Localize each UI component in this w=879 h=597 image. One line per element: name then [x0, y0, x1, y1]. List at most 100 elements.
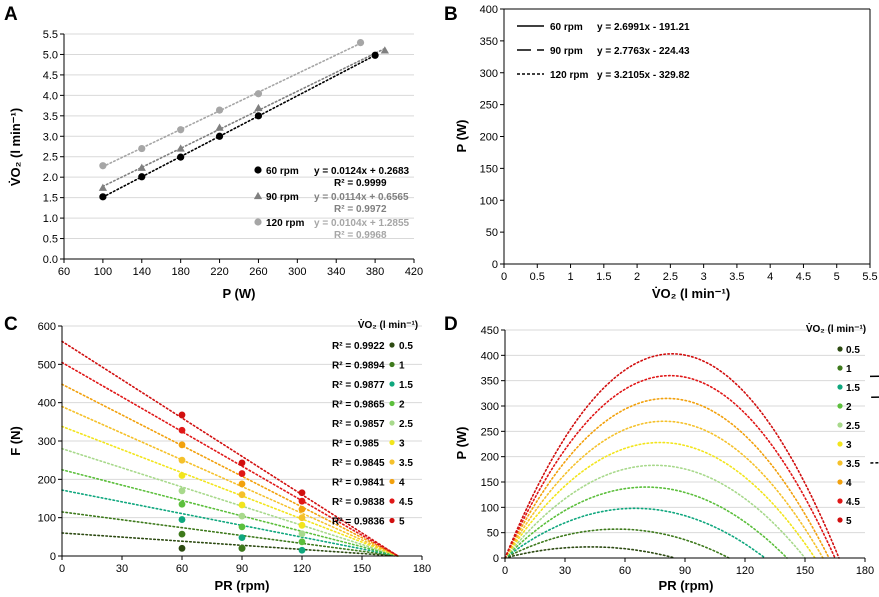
panel-b-y-axis-title: P (W) [454, 120, 469, 153]
data-point [177, 126, 185, 134]
legend-marker [389, 517, 395, 524]
y-tick-label: 0 [493, 553, 499, 565]
legend-marker [389, 381, 395, 387]
y-tick-label: 1.0 [43, 213, 58, 225]
data-point [176, 144, 185, 152]
x-tick-label: 120 [293, 563, 311, 575]
y-tick-label: 350 [481, 376, 499, 388]
legend-label: 2 [399, 400, 405, 411]
legend-r2: R² = 0.9968 [334, 230, 387, 241]
line-90-rpm [869, 396, 879, 399]
x-tick-label: 3.5 [729, 271, 744, 283]
legend-r2: R² = 0.9845 [332, 458, 385, 469]
trendline-60-rpm [102, 54, 376, 198]
legend-r2: R² = 0.9838 [332, 497, 385, 508]
x-tick-label: 2 [634, 271, 640, 283]
panel-b: 0 50 100 150 200 250 300 350 400 0 0.5 1 1.5 2 2.5 3 3.5… [454, 4, 879, 464]
data-point [178, 426, 186, 434]
y-tick-label: 2.0 [43, 172, 58, 184]
trendline-5 [61, 340, 399, 557]
legend-marker [837, 422, 843, 428]
legend-marker [837, 384, 843, 390]
y-tick-label: 50 [487, 528, 499, 540]
panel-b-x-axis-title: V̇O₂ (l min⁻¹) [652, 286, 730, 301]
y-tick-label: 150 [480, 163, 498, 175]
data-point [178, 456, 186, 464]
curve-0.5 [504, 546, 676, 559]
y-tick-label: 300 [38, 436, 56, 448]
data-point [298, 530, 306, 538]
data-point [178, 530, 186, 538]
y-tick-label: 150 [481, 477, 499, 489]
x-tick-label: 0 [502, 565, 508, 577]
legend-marker [837, 441, 843, 447]
data-point [298, 505, 306, 513]
y-tick-label: 200 [481, 452, 499, 464]
legend-label: 120 rpm [550, 70, 588, 81]
data-point [238, 534, 246, 541]
trendline-3 [61, 425, 399, 557]
y-tick-label: 250 [481, 426, 499, 438]
y-tick-label: 600 [38, 321, 56, 333]
x-tick-label: 60 [58, 266, 70, 278]
data-point [356, 38, 365, 47]
data-point [238, 491, 246, 499]
legend-r2: R² = 0.9836 [332, 517, 385, 528]
x-tick-label: 30 [116, 563, 128, 575]
curve-3.5 [504, 420, 824, 559]
data-point [254, 103, 263, 112]
y-tick-label: 200 [480, 132, 498, 144]
y-tick-label: 350 [480, 36, 498, 48]
legend-label: 1.5 [399, 380, 413, 391]
panel-c-trendlines [61, 340, 399, 557]
legend-r2: R² = 0.9877 [332, 380, 385, 391]
legend-equation: y = 3.2105x - 329.82 [597, 70, 690, 81]
x-tick-label: 180 [856, 565, 874, 577]
curve-1 [504, 528, 730, 559]
data-point [371, 51, 379, 59]
x-tick-label: 380 [366, 266, 384, 278]
x-tick-label: 180 [171, 266, 189, 278]
data-point [298, 521, 306, 529]
y-tick-label: 300 [480, 68, 498, 80]
legend-label: 1 [399, 361, 405, 372]
y-tick-label: 400 [38, 398, 56, 410]
x-tick-label: 0 [501, 271, 507, 283]
y-tick-label: 100 [38, 513, 56, 525]
legend-marker [837, 403, 843, 409]
legend-marker [254, 218, 262, 226]
data-point [178, 441, 186, 449]
y-tick-label: 0 [50, 551, 56, 563]
legend-marker [389, 439, 395, 446]
legend-marker [389, 400, 395, 407]
x-tick-label: 260 [249, 266, 267, 278]
data-point [98, 183, 108, 191]
legend-marker [837, 365, 843, 371]
x-tick-label: 150 [353, 563, 371, 575]
x-tick-label: 60 [176, 563, 188, 575]
legend-label: 3 [846, 440, 852, 451]
line-120-rpm [869, 461, 879, 464]
y-tick-label: 0.0 [43, 254, 58, 266]
legend-marker [837, 346, 843, 352]
curve-1.5 [504, 507, 766, 559]
y-tick-label: 200 [38, 474, 56, 486]
x-tick-label: 4 [767, 271, 773, 283]
panel-a-tick-labels: 0.0 0.5 1.0 1.5 2.0 2.5 3.0 3.5 4.0 4.5 5.0 5.5 60 10… [43, 29, 423, 278]
panel-a-y-axis-title: V̇O₂ (l min⁻¹) [8, 108, 23, 186]
x-tick-label: 5.5 [862, 271, 877, 283]
legend-label: 0.5 [846, 345, 860, 356]
legend-title: V̇O₂ (l min⁻¹) [358, 319, 418, 331]
trendline-2.5 [61, 447, 399, 557]
panel-c-legend: V̇O₂ (l min⁻¹) R² = 0.9922 0.5 R² = 0.9894 1… [332, 319, 418, 528]
legend-title: V̇O₂ (l min⁻¹) [806, 323, 866, 335]
x-tick-label: 2.5 [663, 271, 678, 283]
legend-label: 90 rpm [266, 192, 299, 203]
legend-r2: R² = 0.9857 [332, 419, 385, 430]
legend-marker [389, 478, 395, 485]
panel-letter-b: B [444, 4, 458, 25]
data-point [178, 487, 186, 495]
legend-marker [389, 420, 395, 426]
panel-d-gridlines [505, 329, 865, 534]
data-point [298, 514, 306, 522]
